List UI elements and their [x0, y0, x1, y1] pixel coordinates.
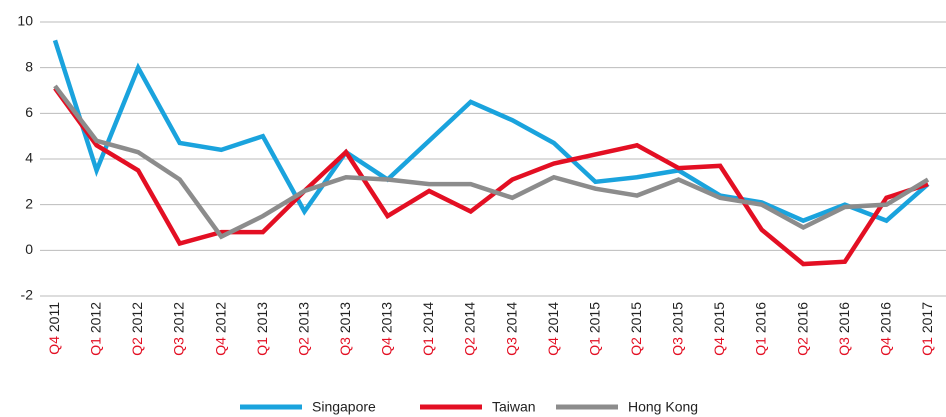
year: 2016: [877, 302, 893, 333]
year: 2014: [420, 302, 436, 333]
y-tick-label: 8: [25, 58, 33, 74]
y-tick-label: 0: [25, 241, 33, 257]
legend-label: Taiwan: [492, 399, 536, 415]
x-tick-label: Q4 2011: [46, 302, 62, 355]
x-tick-label: Q3 2015: [669, 302, 685, 356]
x-tick-label: Q2 2014: [461, 302, 477, 356]
year: 2015: [711, 302, 727, 333]
quarter: Q4: [545, 333, 561, 356]
quarter: Q4: [212, 333, 228, 356]
quarter: Q2: [129, 333, 145, 356]
quarter: Q3: [669, 333, 685, 356]
quarter: Q1: [254, 333, 270, 356]
year: 2012: [170, 302, 186, 333]
quarter: Q2: [628, 333, 644, 356]
x-tick-label: Q1 2012: [87, 302, 103, 356]
year: 2015: [586, 302, 602, 333]
y-tick-label: 6: [25, 104, 33, 120]
quarter: Q1: [87, 333, 103, 356]
x-tick-label: Q2 2015: [628, 302, 644, 356]
quarter: Q3: [170, 333, 186, 356]
series-line: [52, 39, 930, 224]
quarter: Q2: [794, 333, 810, 356]
x-tick-label: Q2 2013: [295, 302, 311, 356]
year: 2015: [628, 302, 644, 333]
year: 2013: [295, 302, 311, 333]
year: 2014: [545, 302, 561, 333]
x-tick-label: Q1 2015: [586, 302, 602, 356]
x-tick-label: Q4 2012: [212, 302, 228, 356]
year: 2013: [337, 302, 353, 333]
y-tick-label: 10: [17, 13, 33, 29]
quarter: Q1: [752, 333, 768, 356]
year: 2014: [503, 302, 519, 333]
year: 2012: [87, 302, 103, 333]
year: 2012: [129, 302, 145, 333]
x-tick-label: Q3 2013: [337, 302, 353, 356]
x-tick-label: Q1 2017: [919, 302, 935, 356]
x-tick-label: Q3 2014: [503, 302, 519, 356]
x-tick-label: Q3 2016: [836, 302, 852, 356]
x-tick-label: Q4 2016: [877, 302, 893, 356]
quarter: Q1: [420, 333, 436, 356]
quarter: Q2: [461, 333, 477, 356]
quarter: Q4: [46, 332, 62, 355]
x-tick-label: Q2 2016: [794, 302, 810, 356]
y-tick-label: 4: [25, 150, 33, 166]
x-tick-label: Q1 2016: [752, 302, 768, 356]
quarter: Q4: [711, 333, 727, 356]
quarter: Q3: [503, 333, 519, 356]
year: 2016: [752, 302, 768, 333]
year: 2013: [378, 302, 394, 333]
x-tick-label: Q4 2013: [378, 302, 394, 356]
quarter: Q4: [378, 333, 394, 356]
quarter: Q3: [836, 333, 852, 356]
quarter: Q1: [586, 333, 602, 356]
x-tick-label: Q3 2012: [170, 302, 186, 356]
year: 2017: [919, 302, 935, 333]
year: 2011: [46, 302, 62, 332]
year: 2012: [212, 302, 228, 333]
legend-label: Hong Kong: [628, 399, 698, 415]
x-tick-label: Q1 2014: [420, 302, 436, 356]
y-tick-label: -2: [21, 287, 34, 303]
quarter: Q2: [295, 333, 311, 356]
x-tick-label: Q1 2013: [254, 302, 270, 356]
year: 2015: [669, 302, 685, 333]
x-tick-label: Q2 2012: [129, 302, 145, 356]
year: 2016: [836, 302, 852, 333]
series-line: [53, 86, 929, 267]
quarter: Q4: [877, 333, 893, 356]
year: 2013: [254, 302, 270, 333]
y-tick-label: 2: [25, 195, 33, 211]
x-tick-label: Q4 2015: [711, 302, 727, 356]
year: 2016: [794, 302, 810, 333]
series-line: [53, 84, 930, 240]
legend-label: Singapore: [312, 399, 376, 415]
year: 2014: [461, 302, 477, 333]
x-tick-label: Q4 2014: [545, 302, 561, 356]
quarter: Q1: [919, 333, 935, 356]
quarter: Q3: [337, 333, 353, 356]
